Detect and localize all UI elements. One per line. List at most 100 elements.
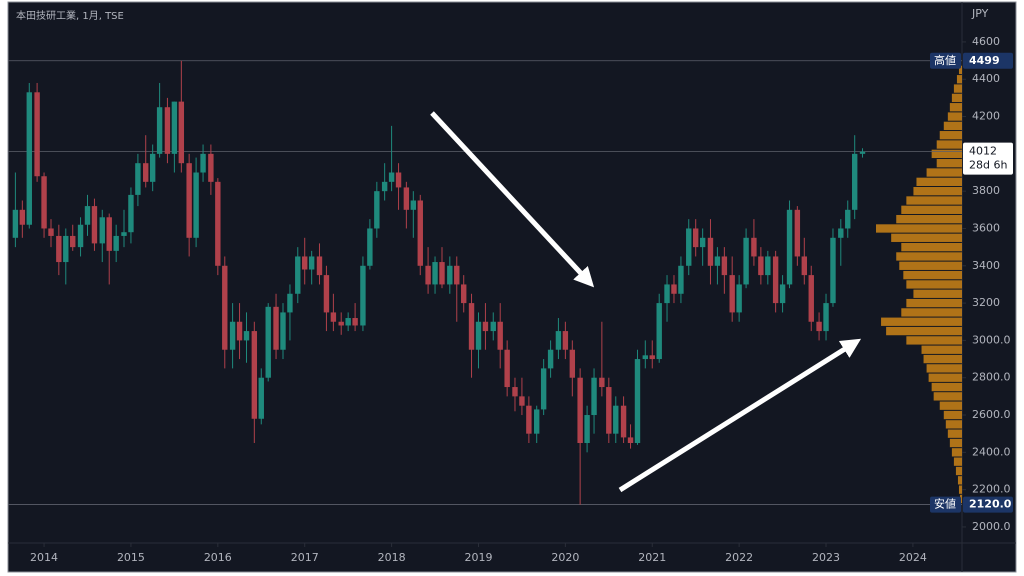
candle-body [19, 209, 26, 225]
x-tick-label: 2021 [638, 551, 666, 564]
candle-body [186, 163, 192, 238]
y-tick-label: 2800.0 [972, 371, 1011, 384]
volume-profile-bar [903, 270, 962, 280]
volume-profile-bar [958, 485, 962, 494]
volume-profile-bar [901, 205, 962, 214]
candle-body [656, 303, 662, 360]
plot [8, 60, 962, 505]
volume-profile-bar [953, 84, 962, 93]
volume-profile-bar [936, 159, 962, 168]
candle-body [135, 163, 141, 195]
candle-body [699, 237, 706, 248]
candle-body [236, 321, 243, 341]
candle-body [504, 349, 510, 388]
price-tag-label-bg [930, 52, 961, 69]
candle-body [743, 237, 749, 285]
candle-body [838, 228, 844, 238]
candle-body [156, 107, 163, 154]
candle-body [519, 396, 525, 406]
candle-body [280, 312, 286, 350]
candle-body [48, 228, 54, 236]
x-tick-label: 2022 [725, 551, 753, 564]
price-tag-label-bg [930, 496, 961, 513]
candle-body [482, 321, 489, 332]
candle-body [859, 151, 866, 154]
candle-body [461, 284, 467, 304]
candle-body [439, 262, 445, 285]
candle-body [403, 187, 410, 210]
volume-profile-bar [945, 420, 962, 429]
y-tick-label: 4600 [972, 35, 1000, 48]
candle-body [599, 377, 605, 388]
volume-profile-bar [953, 457, 962, 466]
candle-body [627, 437, 634, 444]
candle-body [751, 237, 757, 257]
x-tick-label: 2020 [551, 551, 579, 564]
volume-profile-bar [951, 93, 962, 103]
candle-body [664, 284, 670, 304]
candle-body [613, 405, 619, 434]
candle-body [577, 377, 583, 444]
volume-profile-bar [949, 438, 962, 448]
candle-body [258, 377, 264, 419]
candle-body [99, 217, 105, 244]
volume-profile-bar [881, 317, 962, 326]
chart-background [7, 1, 1017, 573]
price-tag-value: 2120.0 [969, 498, 1012, 511]
volume-profile-bar [949, 103, 962, 112]
x-tick-label: 2015 [117, 551, 145, 564]
volume-profile-bar [923, 354, 962, 364]
candle-body [121, 232, 127, 236]
candle-body [215, 181, 221, 266]
candle-body [84, 206, 91, 225]
candle-body [63, 235, 69, 263]
volume-profile-bar [928, 373, 962, 382]
volume-profile-bar [891, 233, 962, 242]
candle-body [569, 349, 576, 378]
candle-body [786, 209, 793, 285]
candle-body [143, 163, 149, 182]
x-tick-label: 2017 [291, 551, 319, 564]
annotation-arrow [618, 338, 862, 493]
candle-body [686, 228, 692, 266]
price-tag-label: 安値 [934, 497, 956, 511]
volume-profile-bar [956, 75, 962, 84]
candle-body [229, 321, 236, 350]
candle-body [208, 153, 214, 182]
candle-body [302, 256, 308, 270]
candle-body [714, 256, 721, 266]
y-tick-label: 2400.0 [972, 445, 1011, 458]
volume-profile-bar [936, 140, 962, 149]
volume-profile-bar [886, 326, 962, 336]
volume-profile-bar [921, 345, 962, 354]
volume-profile-bar [906, 298, 962, 308]
candle-body [323, 275, 330, 313]
candle-body [70, 235, 76, 248]
candle-body [113, 235, 119, 251]
candle-body [851, 153, 858, 210]
volume-profile-bar [931, 382, 962, 392]
candle-body [388, 172, 395, 182]
candle-body [395, 172, 402, 188]
candle-body [555, 331, 562, 350]
candle-body [316, 256, 323, 276]
candle-body [410, 200, 417, 210]
x-tick-label: 2024 [899, 551, 927, 564]
volume-profile-bar [939, 131, 962, 140]
candle-body [374, 191, 380, 229]
volume-profile-bar [913, 186, 962, 196]
volume-profile-bar [958, 65, 962, 75]
volume-profile-bar [913, 289, 962, 298]
price-tag-value-bg [963, 52, 1013, 69]
volume-profile-bar [916, 177, 962, 186]
candle-body [721, 256, 728, 276]
candle-body [251, 331, 258, 419]
candle-body [512, 387, 518, 397]
candle-body [381, 181, 388, 192]
x-tick-label: 2019 [464, 551, 492, 564]
y-tick-label: 4400 [972, 72, 1000, 85]
y-tick-label: 2000.0 [972, 520, 1011, 533]
candle-body [432, 262, 438, 285]
candle-body [468, 303, 475, 350]
